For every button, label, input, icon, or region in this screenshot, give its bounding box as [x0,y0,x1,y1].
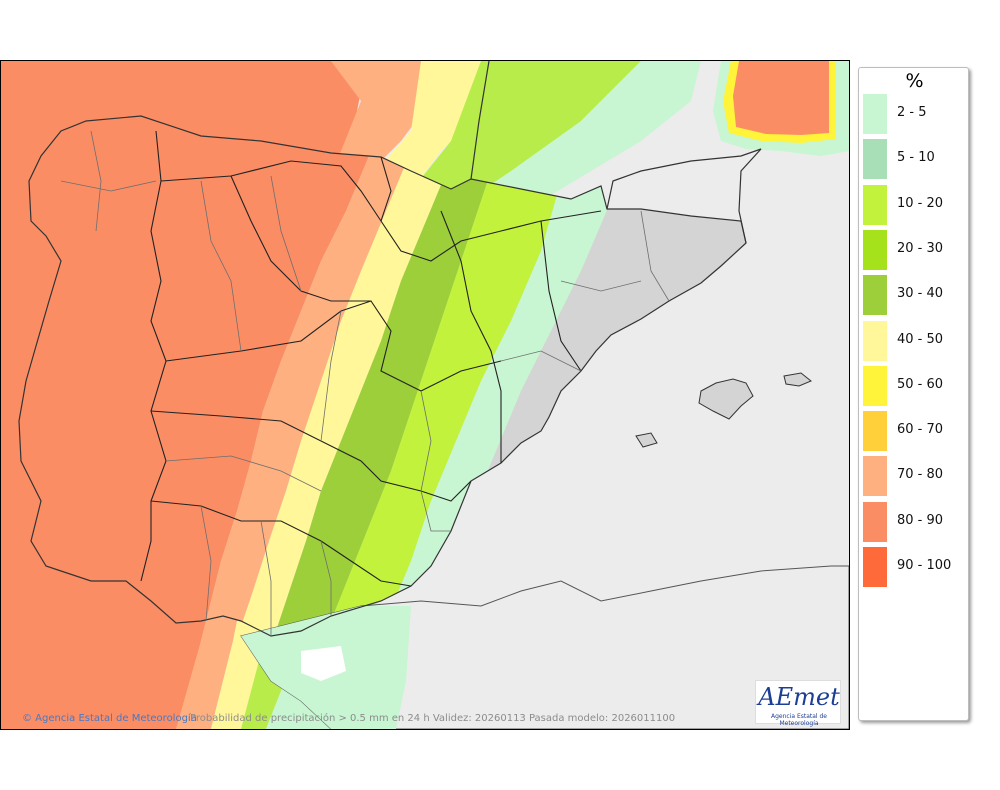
legend-label: 30 - 40 [897,286,944,302]
legend-item: 90 - 100 [863,547,967,587]
legend-swatch [863,320,887,361]
aemet-logo: AEmet Agencia Estatal de Meteorología [755,680,841,727]
legend-swatch [863,275,887,316]
legend-swatch [863,139,887,180]
legend-label: 50 - 60 [897,376,944,392]
legend-item: 40 - 50 [863,320,967,361]
legend-swatch [863,229,887,270]
legend-label: 90 - 100 [897,558,952,573]
france-field-high [733,61,829,135]
legend-label: 2 - 5 [897,105,927,120]
map-canvas [1,61,849,729]
legend-label: 40 - 50 [897,331,944,347]
legend-label: 10 - 20 [897,195,944,211]
africa-white-patch [301,646,346,681]
precipitation-probability-map [0,60,850,730]
france-coast [470,61,762,244]
legend-item: 60 - 70 [863,411,967,452]
legend-item: 2 - 5 [863,94,967,134]
mallorca [698,378,754,420]
legend-label: 20 - 30 [897,240,944,256]
legend-unit: % [905,70,924,92]
legend-swatch [863,501,887,542]
legend-label: 80 - 90 [897,512,944,528]
legend-label: 70 - 80 [897,467,944,483]
legend-swatch [863,411,887,452]
legend-swatch [863,547,887,587]
legend-swatch [863,456,887,497]
legend-label: 60 - 70 [897,422,944,438]
legend-item: 20 - 30 [863,229,967,270]
legend-item: 50 - 60 [863,365,967,406]
legend-panel: % 2 - 5 5 - 10 10 - 20 20 - 30 30 - 40 40 - 5… [858,67,969,721]
legend-item: 5 - 10 [863,139,967,180]
legend-item: 30 - 40 [863,275,967,316]
legend-swatch [863,94,887,134]
legend-swatch [863,365,887,406]
legend-item: 10 - 20 [863,184,967,225]
menorca [783,372,812,387]
map-caption: Probabilidad de precipitación > 0.5 mm e… [190,713,676,724]
coastline [18,115,747,637]
land-probability-fields [19,116,621,636]
legend-swatch [863,184,887,225]
region-borders [140,130,602,587]
legend-label: 5 - 10 [897,150,935,166]
ibiza [635,432,658,448]
legend-item: 70 - 80 [863,456,967,497]
legend-item: 80 - 90 [863,501,967,542]
logo-subtitle: Agencia Estatal de Meteorología [770,713,827,727]
credit-text: © Agencia Estatal de Meteorología [22,713,197,724]
logo-wordmark: AEmet [758,683,840,711]
province-borders [60,130,670,636]
